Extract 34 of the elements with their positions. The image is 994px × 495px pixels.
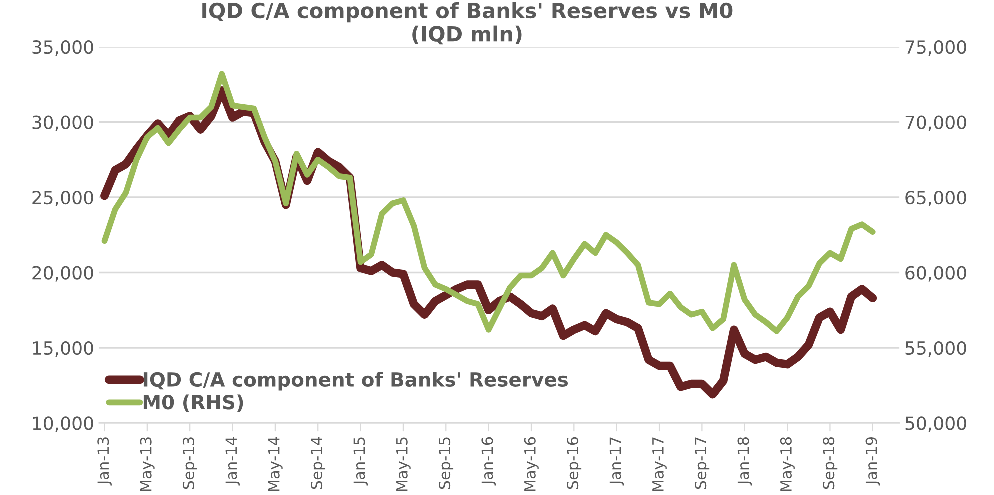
x-tick-label: May-16 [524,437,539,492]
x-tick-label: Sep-13 [182,438,198,490]
chart-title: IQD C/A component of Banks' Reserves vs M0 (IQD mln) [202,2,733,45]
x-tick-label: Jan-19 [866,437,880,486]
y2-tick-label: 70,000 [906,116,966,132]
x-tick-label: Jan-14 [226,437,240,486]
y2-tick-label: 75,000 [906,40,966,56]
x-tick-label: Jan-18 [738,437,752,486]
x-tick-label: May-15 [396,438,411,492]
y-tick-label: 35,000 [32,40,94,56]
x-tick-label: Sep-18 [823,437,838,490]
y-tick-label: 15,000 [33,341,94,357]
y-tick-label: 25,000 [32,190,94,206]
y-tick-label: 10,000 [33,416,94,432]
x-tick-label: Sep-17 [695,438,710,490]
y2-tick-label: 60,000 [906,266,966,282]
legend-label: IQD C/A component of Banks' Reserves [144,372,568,391]
x-tick-label: May-14 [268,437,283,492]
x-tick-label: May-13 [140,438,155,492]
x-tick-label: Jan-17 [610,438,624,486]
y2-tick-label: 55,000 [906,341,966,357]
y2-tick-label: 50,000 [906,416,966,432]
x-tick-label: Jan-15 [354,438,368,486]
x-tick-label: Jan-13 [98,438,112,486]
legend-label: M0 (RHS) [144,394,244,412]
y-tick-label: 20,000 [32,266,94,282]
x-tick-label: May-18 [780,437,795,492]
x-tick-label: Jan-16 [482,437,496,486]
x-tick-label: Sep-15 [439,438,454,490]
x-tick-label: May-17 [652,438,667,492]
x-tick-label: Sep-16 [567,437,582,490]
y-tick-label: 30,000 [32,116,94,132]
x-tick-label: Sep-14 [310,437,326,490]
y2-tick-label: 65,000 [906,190,966,206]
